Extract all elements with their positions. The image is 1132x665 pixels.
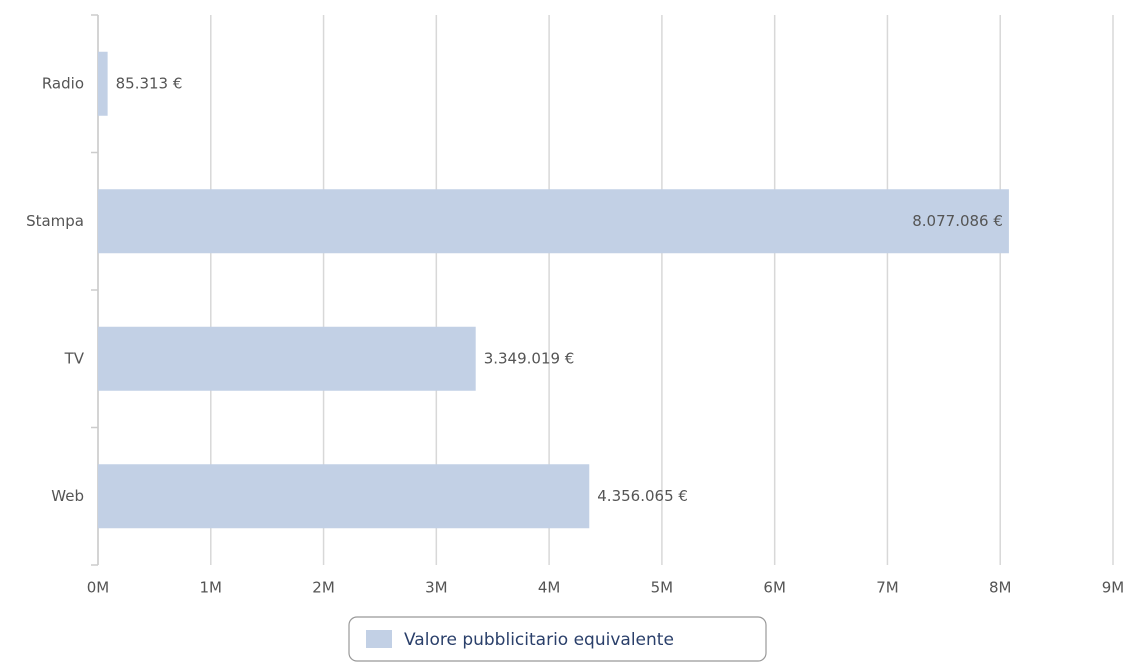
- bar: [98, 464, 590, 529]
- y-tick-label: Web: [51, 487, 84, 505]
- data-label: 85.313 €: [116, 74, 183, 92]
- x-tick-label: 6M: [763, 579, 786, 597]
- legend-label: Valore pubblicitario equivalente: [404, 630, 674, 650]
- x-tick-label: 0M: [87, 579, 110, 597]
- y-tick-label: Stampa: [26, 212, 84, 230]
- bar: [98, 326, 476, 391]
- x-tick-label: 1M: [200, 579, 223, 597]
- x-tick-label: 8M: [989, 579, 1012, 597]
- bar: [98, 51, 108, 116]
- x-tick-label: 7M: [876, 579, 899, 597]
- legend: Valore pubblicitario equivalente: [348, 616, 767, 662]
- data-label: 4.356.065 €: [597, 487, 688, 505]
- x-tick-label: 2M: [312, 579, 335, 597]
- data-label: 8.077.086 €: [912, 212, 1003, 230]
- x-tick-label: 4M: [538, 579, 561, 597]
- y-tick-label: Radio: [42, 74, 84, 92]
- grid: 0M 1M 2M 3M 4M 5M 6M 7M 8M 9M Radio Stampa TV Web: [26, 14, 1125, 597]
- bars: 85.313 € 8.077.086 € 3.349.019 € 4.356.065 …: [98, 51, 1009, 529]
- x-tick-label: 5M: [651, 579, 674, 597]
- legend-swatch: [366, 630, 392, 648]
- x-tick-label: 3M: [425, 579, 448, 597]
- data-label: 3.349.019 €: [484, 349, 575, 367]
- x-tick-label: 9M: [1102, 579, 1125, 597]
- bar: [98, 189, 1009, 254]
- legend-box: [348, 616, 767, 662]
- y-tick-label: TV: [64, 349, 85, 367]
